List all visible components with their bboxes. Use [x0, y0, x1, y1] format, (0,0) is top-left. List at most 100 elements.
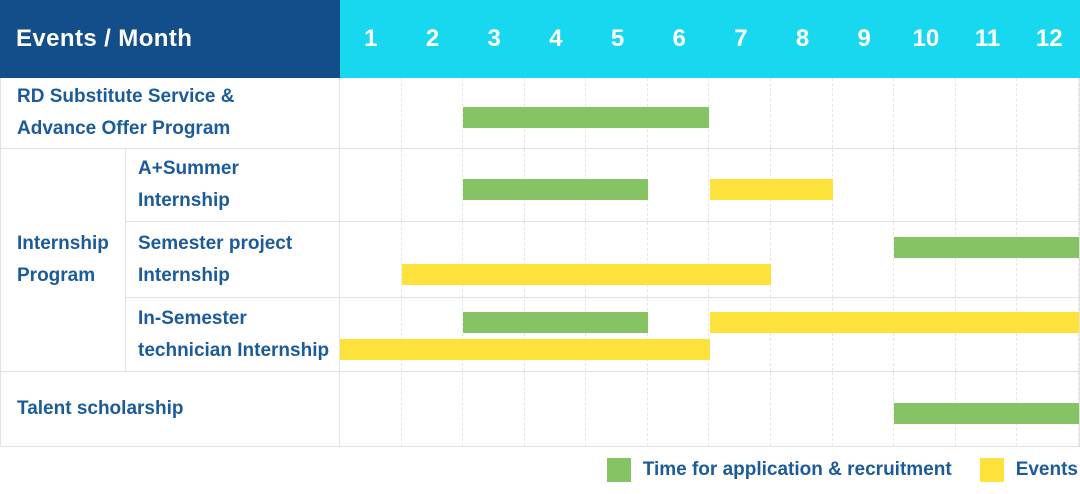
month-header-4: 4: [549, 25, 563, 52]
row-label-rd-substitute-service-line-1: RD Substitute Service &: [17, 86, 235, 107]
grid-cell-month-2: [402, 372, 464, 446]
grid-cell-month-10: [894, 149, 956, 221]
grid-cell-month-9: [833, 372, 895, 446]
grid-cell-month-11: [956, 298, 1018, 371]
month-header-1: 1: [364, 25, 378, 52]
grid-cell-month-11: [956, 149, 1018, 221]
sub-rows-internship-program: A+Summer Internship Semester project Intern…: [126, 149, 1079, 371]
row-a-plus-summer-internship: A+Summer Internship: [126, 149, 1079, 222]
legend-swatch-yellow-icon: [979, 458, 1004, 482]
row-label-a-plus-summer-internship: A+Summer Internship: [126, 149, 340, 221]
grid-cell-month-10: [894, 78, 956, 148]
row-label-in-semester-technician-internship-line-1: In-Semester: [138, 307, 247, 329]
row-label-a-plus-summer-internship-line-1: A+Summer: [138, 158, 239, 179]
grid-cell-month-1: [340, 222, 402, 297]
grid-cell-month-10: [894, 222, 956, 297]
grid-cell-month-9: [833, 222, 895, 297]
grid-cell-month-1: [340, 149, 402, 221]
legend-item-yellow: Events: [979, 458, 1078, 482]
month-header-6: 6: [672, 25, 686, 52]
bar-green-talent-scholarship: [894, 403, 1079, 424]
bar-green-a-plus-summer-internship: [463, 179, 648, 200]
legend-label-green: Time for application & recruitment: [642, 459, 952, 480]
legend-swatch-green-icon: [606, 458, 631, 482]
legend-label-yellow: Events: [1015, 459, 1078, 480]
month-grid-talent-scholarship: [340, 372, 1079, 446]
month-header-8: 8: [795, 25, 810, 52]
row-label-talent-scholarship: Talent scholarship: [1, 372, 340, 446]
group-label-internship-program-line-2: Program: [17, 265, 96, 286]
month-grid-a-plus-summer-internship: [340, 149, 1079, 221]
bar-green-in-semester-technician-internship: [463, 311, 648, 333]
grid-cell-month-10: [894, 298, 956, 371]
bar-green-rd-substitute-service: [463, 107, 710, 128]
group-label-internship-program-line-1: Internship: [17, 233, 109, 254]
grid-cell-month-2: [402, 78, 464, 148]
row-label-semester-project-internship: Semester project Internship: [126, 222, 340, 297]
row-in-semester-technician-internship: In-Semester technician Internship: [126, 298, 1079, 371]
row-label-a-plus-summer-internship-line-2: Internship: [138, 190, 230, 211]
month-grid-semester-project-internship: [340, 222, 1079, 297]
legend: Time for application & recruitment Events: [593, 458, 1078, 482]
month-header-3: 3: [487, 25, 501, 52]
grid-cell-month-12: [1017, 222, 1079, 297]
grid-cell-month-8: [771, 372, 833, 446]
events-month-header: Events / Month: [0, 0, 340, 78]
grid-cell-month-6: [648, 372, 710, 446]
grid-cell-month-8: [771, 298, 833, 371]
row-label-rd-substitute-service: RD Substitute Service & Advance Offer Pro…: [1, 78, 340, 148]
grid-cell-month-1: [340, 298, 402, 371]
grid-cell-month-12: [1017, 149, 1079, 221]
grid-cell-month-4: [525, 222, 587, 297]
table-body: RD Substitute Service & Advance Offer Pro…: [0, 78, 1080, 447]
bar-yellow-in-semester-technician-internship: [340, 338, 710, 360]
grid-cell-month-12: [1017, 298, 1079, 371]
grid-cell-month-12: [1017, 78, 1079, 148]
month-header-9: 9: [857, 25, 871, 52]
grid-cell-month-8: [771, 222, 833, 297]
grid-cell-month-5: [586, 372, 648, 446]
grid-cell-month-4: [525, 372, 587, 446]
grid-cell-month-11: [956, 222, 1018, 297]
grid-cell-month-2: [402, 149, 464, 221]
grid-cell-month-1: [340, 78, 402, 148]
row-label-talent-scholarship-line-1: Talent scholarship: [17, 398, 184, 419]
grid-cell-month-8: [771, 78, 833, 148]
grid-cell-month-5: [586, 298, 648, 371]
row-talent-scholarship: Talent scholarship: [1, 372, 1079, 446]
month-grid-rd-substitute-service: [340, 78, 1079, 148]
grid-cell-month-7: [709, 298, 772, 371]
legend-item-green: Time for application & recruitment: [606, 458, 952, 482]
month-header-7: 7: [734, 25, 748, 52]
grid-cell-month-9: [833, 78, 895, 148]
grid-cell-month-2: [402, 298, 464, 371]
row-label-semester-project-internship-line-1: Semester project: [138, 232, 293, 254]
month-header-5: 5: [610, 25, 625, 52]
row-label-in-semester-technician-internship: In-Semester technician Internship: [126, 298, 340, 371]
grid-cell-month-11: [956, 78, 1018, 148]
gantt-table: Events / Month 1 2 3 4 5 6 7 8 9 10 11 12 RD Substi…: [0, 0, 1080, 447]
bar-yellow-semester-project-internship: [401, 263, 772, 285]
row-rd-substitute-service: RD Substitute Service & Advance Offer Pro…: [1, 78, 1079, 149]
grid-cell-month-9: [833, 149, 895, 221]
month-header-12: 12: [1035, 25, 1063, 52]
grid-cell-month-5: [586, 222, 648, 297]
grid-cell-month-3: [463, 298, 525, 371]
row-semester-project-internship: Semester project Internship: [126, 222, 1079, 298]
month-header-11: 11: [974, 25, 1001, 52]
grid-cell-month-6: [648, 298, 710, 371]
grid-cell-month-3: [463, 372, 525, 446]
month-grid-in-semester-technician-internship: [340, 298, 1079, 371]
grid-cell-month-1: [340, 372, 402, 446]
grid-cell-month-3: [463, 222, 525, 297]
grid-cell-month-6: [648, 149, 710, 221]
grid-cell-month-9: [833, 298, 895, 371]
row-label-in-semester-technician-internship-line-2: technician Internship: [138, 339, 330, 361]
bar-yellow-a-plus-summer-internship: [709, 179, 833, 200]
grid-cell-month-2: [402, 222, 464, 297]
grid-cell-month-7: [709, 222, 772, 297]
row-group-internship-program: Internship Program A+Summer Internship Semes…: [1, 149, 1079, 372]
group-label-internship-program: Internship Program: [1, 149, 126, 371]
bar-green-semester-project-internship: [894, 236, 1079, 258]
